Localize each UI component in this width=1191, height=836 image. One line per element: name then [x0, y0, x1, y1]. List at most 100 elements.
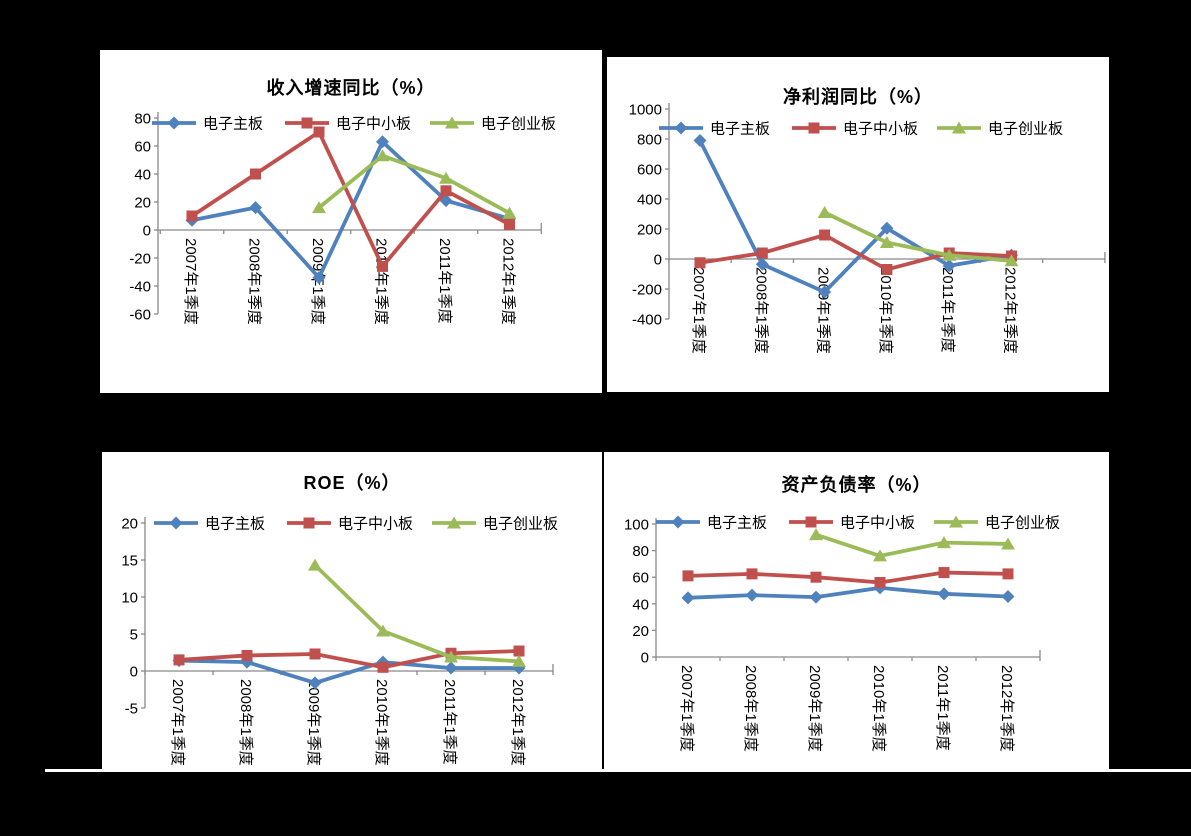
- y-tick-label: 800: [637, 132, 662, 149]
- legend-item-1: 电子中小板: [287, 515, 413, 533]
- series-0-marker: [512, 661, 526, 675]
- series-1-marker: [810, 571, 822, 583]
- series-2-marker: [879, 236, 894, 248]
- series-1: [186, 126, 515, 272]
- y-tick-labels: 20 15 10 5 0 -5: [121, 516, 138, 718]
- legend-item-0: 电子主板: [659, 120, 770, 138]
- series-1-marker: [313, 126, 325, 138]
- series-0-marker: [755, 257, 769, 271]
- y-tick-label: 200: [637, 222, 662, 239]
- x-category-label: 2010年1季度: [877, 267, 894, 354]
- y-axis-group: [652, 518, 657, 658]
- series-0-marker: [880, 221, 894, 235]
- y-tick-label: 20: [134, 195, 151, 212]
- legend-item-1: 电子中小板: [789, 514, 915, 532]
- legend-label: 电子主板: [710, 120, 770, 138]
- legend-marker-icon: [301, 117, 313, 129]
- chart-title-asset-liability: 资产负债率（%）: [781, 475, 932, 495]
- legend-item-2: 电子创业板: [937, 120, 1063, 138]
- x-category-label: 2010年1季度: [373, 238, 390, 325]
- series-1-marker: [440, 185, 452, 197]
- series-2-marker: [809, 528, 823, 541]
- bottom-rule-left: [45, 769, 795, 772]
- chart-panel-revenue-growth: 收入增速同比（%） 80 60 40 20 0 -20 -40 -60 2007年1季度 2008…: [100, 50, 602, 393]
- legend-marker-icon: [808, 122, 820, 134]
- series-2-marker: [376, 624, 390, 637]
- chart-title-revenue-growth: 收入增速同比（%）: [266, 78, 436, 98]
- y-tick-label: -20: [129, 251, 151, 268]
- y-tick-labels: 1000 800 600 400 200 0 -200 -400: [629, 102, 662, 329]
- y-tick-label: 15: [121, 553, 138, 570]
- legend-label: 电子中小板: [338, 515, 413, 533]
- series-1-marker: [241, 649, 253, 661]
- x-category-label: 2012年1季度: [998, 665, 1015, 752]
- legend: 电子主板 电子中小板 电子创业板: [656, 514, 1060, 532]
- legend-item-0: 电子主板: [656, 514, 767, 532]
- series-2-marker: [502, 206, 517, 219]
- x-category-label: 2007年1季度: [182, 238, 199, 325]
- y-tick-label: 400: [637, 192, 662, 209]
- series-1-marker: [377, 260, 388, 272]
- legend-item-0: 电子主板: [152, 115, 263, 133]
- series-2-marker: [1004, 254, 1019, 267]
- series-2-marker: [444, 650, 458, 663]
- legend-marker-icon: [303, 517, 315, 529]
- series-0: [681, 581, 1015, 605]
- series-0-marker: [942, 259, 956, 273]
- series-0-marker: [1001, 589, 1015, 603]
- series-0-marker: [308, 676, 322, 690]
- y-tick-label: 0: [143, 223, 151, 240]
- series-1-marker: [250, 168, 261, 180]
- legend-label: 电子创业板: [985, 514, 1060, 532]
- legend-item-2: 电子创业板: [430, 115, 556, 133]
- y-tick-label: 60: [632, 570, 649, 587]
- y-axis-group: [141, 517, 146, 709]
- y-tick-label: 40: [134, 167, 151, 184]
- legend-label: 电子创业板: [988, 120, 1063, 138]
- series-1-marker: [938, 567, 950, 579]
- y-tick-label: -200: [632, 282, 662, 299]
- y-tick-labels: 80 60 40 20 0 -20 -40 -60: [129, 111, 151, 324]
- revenue-growth-chart: 806040200-20-40-602007年1季度2008年1季度2009年1…: [129, 111, 556, 325]
- y-tick-label: -60: [129, 307, 151, 324]
- y-tick-label: 20: [632, 623, 649, 640]
- x-category-label: 2008年1季度: [742, 665, 759, 752]
- chart-title-net-profit: 净利润同比（%）: [782, 87, 933, 107]
- series-0-marker: [249, 201, 262, 215]
- series-1-marker: [819, 229, 831, 241]
- x-axis-group: [668, 252, 1106, 263]
- series-2: [809, 528, 1015, 562]
- series-1-marker: [377, 661, 389, 673]
- legend: 电子主板 电子中小板 电子创业板: [152, 115, 556, 133]
- y-tick-labels: 100 80 60 40 20 0: [624, 517, 649, 667]
- legend-marker-icon: [169, 516, 183, 530]
- legend-marker-icon: [949, 515, 963, 528]
- series-0: [693, 134, 1018, 299]
- series-0-marker: [376, 135, 389, 149]
- x-category-labels: 2007年1季度2008年1季度2009年1季度2010年1季度2011年1季度…: [182, 238, 517, 325]
- series-1-marker: [682, 570, 694, 582]
- y-tick-label: -400: [632, 312, 662, 329]
- x-category-label: 2007年1季度: [169, 679, 186, 766]
- x-category-label: 2007年1季度: [678, 665, 695, 752]
- series-2-marker: [439, 171, 453, 184]
- series-1-marker: [874, 577, 886, 589]
- series-1-marker: [513, 645, 525, 657]
- legend-label: 电子创业板: [483, 515, 558, 533]
- legend: 电子主板 电子中小板 电子创业板: [154, 515, 558, 533]
- series-1-marker: [173, 654, 185, 666]
- legend-label: 电子中小板: [336, 115, 411, 133]
- legend-label: 电子中小板: [840, 514, 915, 532]
- series-0-marker: [745, 588, 759, 602]
- series-1-marker: [881, 264, 893, 275]
- y-tick-label: 0: [641, 650, 649, 667]
- y-tick-label: 80: [134, 111, 151, 128]
- x-category-label: 2010年1季度: [373, 679, 390, 766]
- y-tick-label: 100: [624, 517, 649, 534]
- y-tick-label: 0: [130, 664, 138, 681]
- series-2-marker: [817, 206, 832, 218]
- series-2-marker: [375, 149, 390, 162]
- series-0: [185, 135, 516, 285]
- x-category-label: 2011年1季度: [939, 267, 956, 353]
